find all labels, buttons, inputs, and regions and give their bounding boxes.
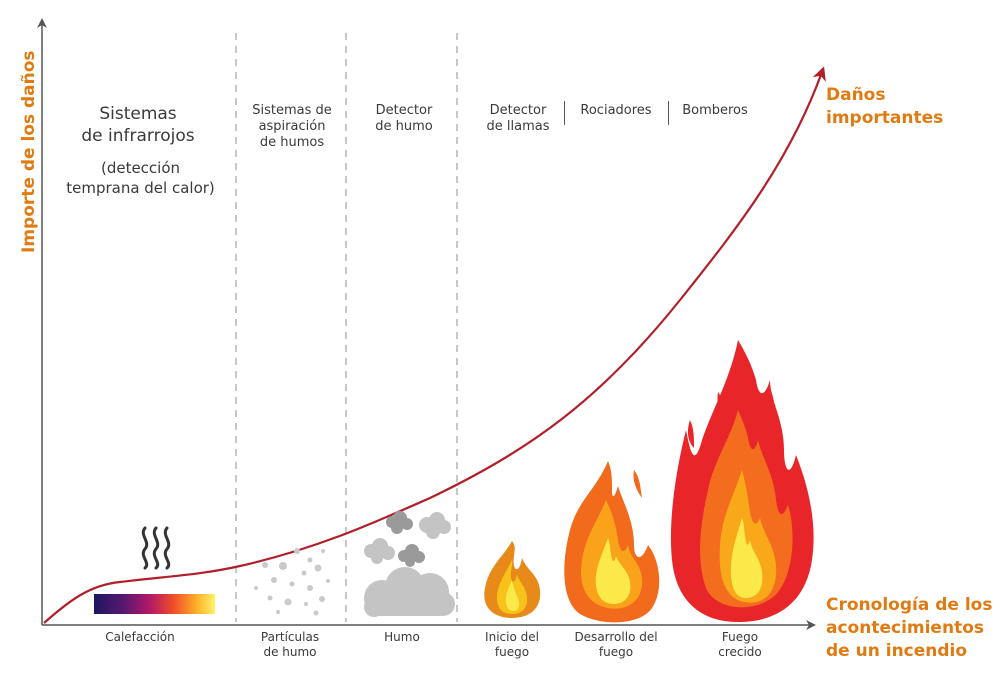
small-flame-icon <box>484 541 540 618</box>
stage-fire-start: Inicio del fuego <box>462 630 562 660</box>
large-flame-icon <box>671 340 814 622</box>
curve-end-label: Daños importantes <box>826 84 976 130</box>
stage-particles: Partículas de humo <box>240 630 340 660</box>
heat-waves-icon <box>143 528 168 568</box>
medium-flame-icon <box>564 461 659 622</box>
smoke-cloud-icon <box>364 511 455 617</box>
flame-detector-title: Detector de llamas <box>474 103 562 135</box>
x-axis-title: Cronología de los acontecimientos de un … <box>826 594 996 663</box>
infrared-title: Sistemas de infrarrojos <box>58 103 218 147</box>
sprinklers-title: Rociadores <box>570 103 662 119</box>
stage-fire-development: Desarrollo del fuego <box>556 630 676 660</box>
stage-smoke: Humo <box>352 630 452 645</box>
smoke-particles-icon <box>254 548 330 616</box>
heating-gradient-bar <box>94 594 215 614</box>
stage-fire-grown: Fuego crecido <box>690 630 790 660</box>
aspiration-title: Sistemas de aspiración de humos <box>240 103 344 151</box>
infrared-subtitle: (detección temprana del calor) <box>48 158 233 198</box>
header-separator-1 <box>564 101 565 125</box>
stage-heating: Calefacción <box>90 630 190 645</box>
header-separator-2 <box>668 101 669 125</box>
smoke-detector-title: Detector de humo <box>352 103 456 135</box>
firefighters-title: Bomberos <box>672 103 758 119</box>
y-axis-title: Importe de los daños <box>19 53 41 253</box>
